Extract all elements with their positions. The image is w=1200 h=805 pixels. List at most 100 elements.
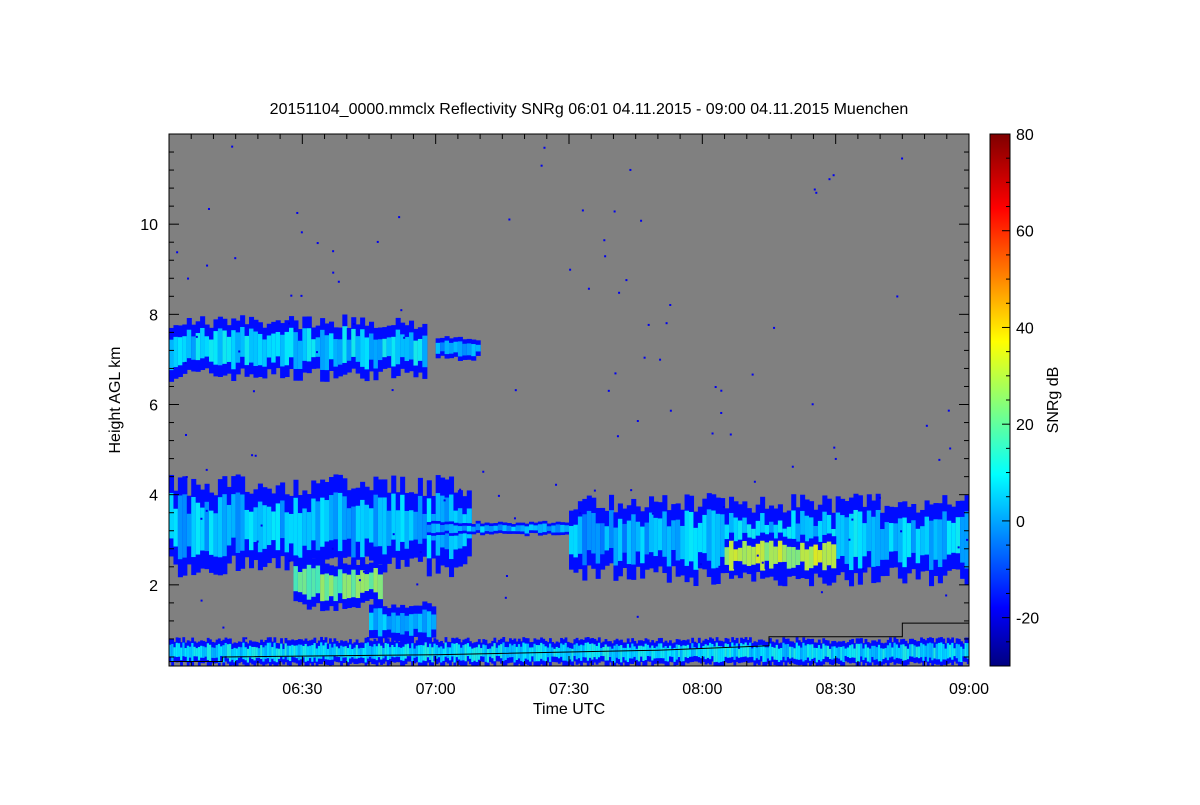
noise-dot (820, 591, 823, 594)
data-cell (220, 646, 223, 656)
data-cell (760, 644, 763, 657)
noise-dot (300, 294, 303, 297)
data-cell (284, 331, 290, 366)
noise-dot (362, 570, 365, 573)
data-cell (795, 642, 799, 660)
data-cell (284, 643, 288, 657)
data-cell (660, 643, 663, 659)
data-cell (449, 647, 452, 661)
data-cell (226, 336, 232, 362)
noise-dot (376, 240, 379, 243)
data-cell (766, 647, 770, 659)
data-cell (377, 497, 383, 547)
noise-dot (729, 433, 732, 436)
data-cell (937, 642, 941, 660)
data-cell (293, 497, 299, 556)
noise-dot (833, 446, 836, 449)
data-cell (380, 645, 383, 660)
data-cell (244, 647, 248, 661)
data-cell (173, 508, 179, 547)
data-cell (440, 495, 446, 548)
data-cell (337, 569, 343, 594)
data-cell (422, 335, 428, 368)
data-cell (351, 649, 355, 658)
data-cell (757, 645, 761, 660)
data-cell (469, 646, 472, 659)
noise-dot (185, 476, 188, 479)
data-cell (440, 524, 446, 533)
data-cell (515, 525, 521, 532)
data-cell (697, 522, 703, 553)
data-cell (275, 331, 281, 357)
data-cell (793, 648, 797, 659)
data-cell (946, 643, 950, 659)
data-cell (920, 642, 923, 658)
data-cell (333, 492, 339, 540)
y-tick-label: 2 (149, 578, 158, 595)
data-cell (560, 643, 563, 657)
data-cell (417, 338, 423, 361)
data-cell (306, 646, 310, 661)
data-cell (693, 527, 699, 570)
data-cell (329, 643, 332, 661)
noise-dot (300, 231, 303, 234)
data-cell (755, 647, 759, 659)
noise-dot (753, 480, 756, 483)
data-cell (940, 642, 943, 662)
noise-dot (459, 488, 462, 491)
data-cell (369, 508, 375, 543)
data-cell (333, 576, 339, 602)
data-cell (809, 644, 812, 661)
noise-dot (945, 594, 948, 597)
data-cell (564, 525, 570, 532)
noise-dot (636, 420, 639, 423)
noise-dot (581, 209, 584, 212)
data-cell (929, 520, 935, 570)
data-cell (453, 525, 459, 533)
data-cell (409, 648, 412, 657)
data-cell (540, 642, 543, 659)
data-cell (760, 513, 766, 553)
data-cell (424, 642, 428, 662)
data-cell (349, 644, 352, 659)
data-cell (857, 511, 863, 569)
data-cell (462, 645, 466, 661)
noise-dot (288, 559, 291, 562)
data-cell (640, 645, 643, 657)
data-cell (680, 525, 686, 560)
data-cell (580, 644, 583, 661)
data-cell (935, 643, 939, 660)
noise-dot (665, 322, 668, 325)
data-cell (926, 643, 930, 662)
data-cell (464, 644, 468, 662)
noise-dot (337, 280, 340, 283)
colorbar-tick-label: 40 (1016, 320, 1034, 337)
noise-dot (607, 389, 610, 392)
data-cell (597, 642, 601, 658)
data-cell (624, 647, 628, 661)
data-cell (544, 646, 548, 662)
data-cell (320, 642, 323, 659)
data-cell (744, 642, 748, 657)
data-cell (342, 573, 348, 600)
data-cell (451, 643, 455, 657)
noise-dot (400, 309, 403, 312)
noise-dot (505, 574, 508, 577)
data-cell (720, 646, 723, 662)
data-cell (529, 647, 532, 662)
data-cell (644, 643, 648, 661)
data-cell (409, 510, 415, 541)
data-cell (551, 525, 557, 533)
data-cell (364, 337, 370, 370)
data-cell (671, 648, 675, 657)
data-cell (815, 648, 819, 663)
data-cell (189, 646, 192, 658)
data-cell (353, 647, 357, 659)
y-tick-label: 8 (149, 307, 158, 324)
noise-dot (925, 424, 928, 427)
data-cell (306, 512, 312, 551)
data-cell (846, 647, 850, 658)
data-cell (875, 647, 879, 660)
data-cell (182, 336, 188, 363)
data-cell (209, 339, 215, 362)
